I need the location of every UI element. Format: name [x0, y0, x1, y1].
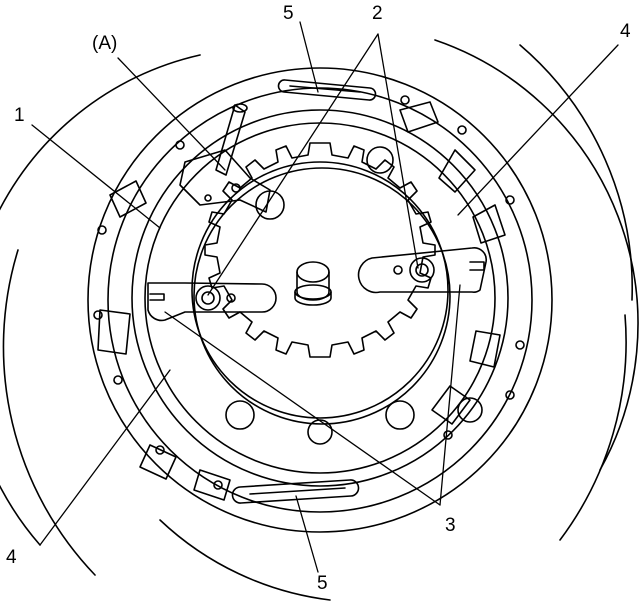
spring-ring-outer — [131, 109, 509, 487]
callout-label-4-bottom-left: 4 — [6, 547, 17, 568]
outer-plate-ring — [87, 67, 553, 533]
leader-lines — [31, 21, 619, 573]
lever-right — [357, 247, 487, 294]
callout-label-4-top-right: 4 — [620, 21, 631, 42]
lever-left — [147, 282, 277, 322]
special-tool-a — [179, 103, 271, 213]
retainer-slot-bottom — [231, 479, 360, 504]
callout-label-a: (A) — [92, 33, 118, 54]
callout-label-5-bottom: 5 — [317, 573, 328, 594]
retainer-slot-top — [277, 79, 377, 101]
callout-label-5-top: 5 — [283, 3, 294, 24]
outer-plate-slots — [93, 95, 525, 501]
callout-label-1: 1 — [14, 105, 25, 126]
gear-knobs — [225, 146, 483, 445]
callout-label-2: 2 — [372, 3, 383, 24]
center-post — [294, 261, 332, 306]
callout-label-3: 3 — [445, 515, 456, 536]
gear-ring — [204, 142, 436, 358]
hub-disc-edge — [193, 167, 451, 425]
hub-disc — [191, 161, 449, 419]
outer-housing-arcs — [0, 39, 639, 601]
